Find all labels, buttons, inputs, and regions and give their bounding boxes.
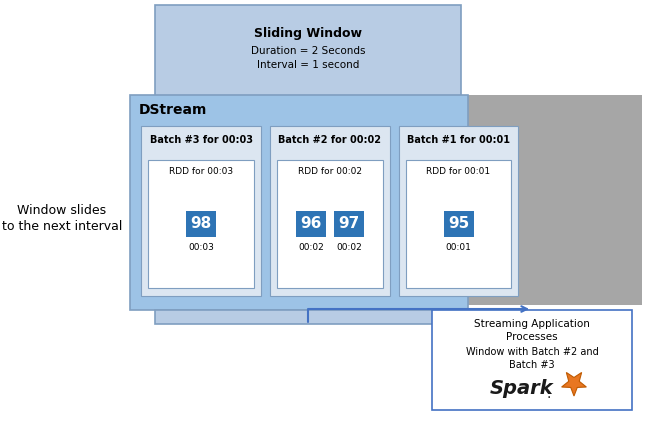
Text: Window slides: Window slides — [18, 205, 107, 218]
Text: Window with Batch #2 and: Window with Batch #2 and — [465, 347, 599, 357]
Bar — [155, 310, 461, 324]
Bar — [296, 211, 326, 237]
Text: Batch #2 for 00:02: Batch #2 for 00:02 — [278, 135, 382, 145]
Text: 98: 98 — [190, 216, 212, 232]
Text: Duration = 2 Seconds: Duration = 2 Seconds — [251, 46, 365, 56]
Text: Streaming Application: Streaming Application — [474, 319, 590, 329]
Text: 97: 97 — [339, 216, 359, 232]
Text: Processes: Processes — [506, 332, 558, 342]
Bar — [277, 160, 383, 288]
Bar — [399, 126, 518, 296]
Text: RDD for 00:02: RDD for 00:02 — [298, 168, 362, 176]
Text: 00:02: 00:02 — [336, 242, 362, 251]
Bar — [443, 211, 473, 237]
Text: RDD for 00:03: RDD for 00:03 — [169, 168, 233, 176]
Text: DStream: DStream — [139, 103, 207, 117]
Text: 96: 96 — [300, 216, 322, 232]
Text: .: . — [547, 387, 551, 401]
Text: 95: 95 — [448, 216, 469, 232]
Text: to the next interval: to the next interval — [2, 219, 122, 232]
Text: Batch #3 for 00:03: Batch #3 for 00:03 — [150, 135, 252, 145]
Bar — [388, 95, 642, 305]
Bar — [130, 95, 468, 310]
Text: RDD for 00:01: RDD for 00:01 — [426, 168, 491, 176]
Bar — [406, 160, 511, 288]
Bar — [186, 211, 216, 237]
Bar — [432, 310, 632, 410]
Text: Spark: Spark — [490, 378, 554, 397]
Bar — [141, 126, 261, 296]
Bar — [148, 160, 254, 288]
Bar — [334, 211, 364, 237]
Bar — [155, 5, 461, 121]
Text: 00:01: 00:01 — [445, 242, 471, 251]
Polygon shape — [562, 373, 586, 396]
Text: 00:02: 00:02 — [298, 242, 324, 251]
Text: Batch #3: Batch #3 — [509, 360, 555, 370]
Bar — [270, 126, 390, 296]
Text: Interval = 1 second: Interval = 1 second — [257, 60, 359, 70]
Text: Batch #1 for 00:01: Batch #1 for 00:01 — [407, 135, 510, 145]
Text: 00:03: 00:03 — [188, 242, 214, 251]
Text: Sliding Window: Sliding Window — [254, 27, 362, 40]
